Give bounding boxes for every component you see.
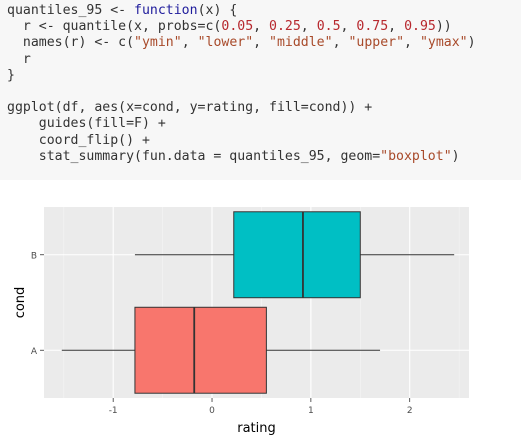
x-tick-label: 1 <box>308 406 314 416</box>
code-token: "upper" <box>348 35 405 51</box>
code-token: , <box>404 35 420 51</box>
code-line: stat_summary(fun.data = quantiles_95, ge… <box>7 149 460 164</box>
code-token: 0.05 <box>221 19 254 35</box>
code-token: (x) { <box>197 3 238 18</box>
y-tick-label: A <box>31 347 38 357</box>
x-tick-label: 2 <box>407 406 413 416</box>
code-token: "lower" <box>197 35 254 51</box>
code-line: quantiles_95 <- function(x) { <box>7 3 237 18</box>
x-tick-label: 0 <box>209 406 215 416</box>
code-token: 0.25 <box>269 19 301 35</box>
code-token: "ymax" <box>419 35 468 51</box>
code-token: , <box>340 19 357 35</box>
y-tick-label: B <box>31 251 37 261</box>
code-token: ) <box>451 148 460 164</box>
code-token: 0.5 <box>316 19 341 35</box>
code-token: stat_summary(fun.data = quantiles_95, ge… <box>7 148 381 164</box>
code-token: 0.75 <box>356 19 389 35</box>
box-A <box>134 306 267 394</box>
code-token: coord_flip() + <box>7 132 150 148</box>
code-line: names(r) <- c("ymin", "lower", "middle",… <box>7 35 476 50</box>
code-token: function <box>134 3 198 18</box>
code-token: guides(fill=F) + <box>7 116 166 132</box>
code-line: r <- quantile(x, probs=c(0.05, 0.25, 0.5… <box>7 19 452 34</box>
code-token: "ymin" <box>134 35 182 51</box>
code-line: } <box>7 68 15 83</box>
code-token: , <box>253 19 270 35</box>
boxplot-chart: A B -1 0 1 2 rating cond <box>13 207 469 436</box>
code-token: , <box>253 35 270 51</box>
code-block: quantiles_95 <- function(x) { r <- quant… <box>0 0 521 180</box>
code-token: "boxplot" <box>380 148 452 164</box>
code-token: ) <box>467 35 476 51</box>
code-token: 0.95 <box>404 19 436 35</box>
code-line: r <box>7 52 31 67</box>
code-token: )) <box>435 19 452 35</box>
code-token: , <box>181 35 198 51</box>
code-line: guides(fill=F) + <box>7 116 166 131</box>
code-token: names(r) <- c( <box>7 35 135 51</box>
code-token: } <box>7 67 15 83</box>
code-token: , <box>300 19 317 35</box>
code-token: "middle" <box>269 35 333 51</box>
code-token: , <box>388 19 405 35</box>
code-token: ggplot(df, aes(x=cond, y=rating, fill=co… <box>7 100 373 116</box>
code-token: r <- quantile(x, probs=c( <box>7 19 222 35</box>
x-axis-title: rating <box>237 421 276 436</box>
code-line: coord_flip() + <box>7 133 150 148</box>
code-token: r <box>7 51 31 67</box>
box-B <box>233 211 361 299</box>
code-text: quantiles_95 <- function(x) { r <- quant… <box>7 3 521 165</box>
code-token: , <box>332 35 349 51</box>
code-token: quantiles_95 <- <box>7 3 135 18</box>
y-axis-title: cond <box>13 287 28 319</box>
code-line: ggplot(df, aes(x=cond, y=rating, fill=co… <box>7 100 372 115</box>
x-tick-label: -1 <box>109 406 118 416</box>
